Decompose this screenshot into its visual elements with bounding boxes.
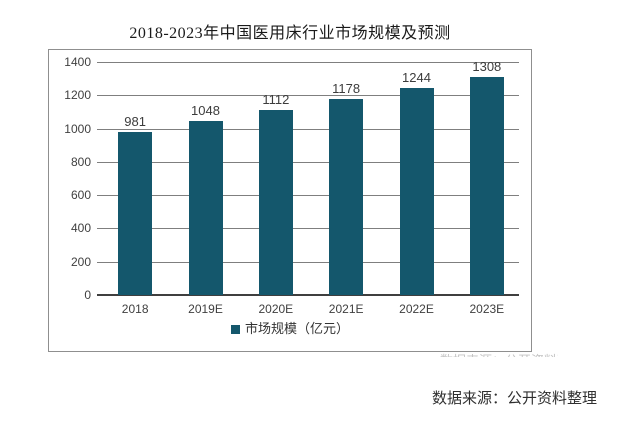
bar-2020E — [258, 109, 293, 295]
x-tick-label-2020E: 2020E — [258, 302, 294, 316]
clipped-text-artifact: 数据来源：公开资料整理 — [440, 351, 558, 357]
chart-frame: 0 200 400 600 800 1000 1200 1400 981 2018 1048 2019… — [48, 49, 532, 352]
y-tick-label-1200: 1200 — [64, 88, 91, 103]
y-tick-label-800: 800 — [70, 154, 91, 169]
gridline-800 — [97, 161, 519, 163]
x-axis-line — [97, 294, 519, 296]
x-tick-label-2018: 2018 — [121, 302, 149, 316]
legend-swatch-icon — [230, 324, 240, 334]
value-label-2023E: 1308 — [472, 59, 502, 75]
bar-2021E — [329, 98, 364, 295]
gridline-400 — [97, 228, 519, 230]
x-tick-label-2023E: 2023E — [469, 302, 505, 316]
x-tick-label-2021E: 2021E — [328, 302, 364, 316]
value-label-2021E: 1178 — [332, 80, 361, 96]
bar-2018 — [118, 131, 153, 295]
chart-title: 2018-2023年中国医用床行业市场规模及预测 — [129, 25, 451, 42]
gridline-1000 — [97, 128, 519, 130]
y-tick-label-600: 600 — [70, 188, 91, 203]
y-tick-label-1000: 1000 — [64, 121, 91, 136]
value-label-2022E: 1244 — [402, 69, 431, 85]
value-label-2019E: 1048 — [191, 102, 220, 118]
value-label-2018: 981 — [124, 113, 146, 129]
clipped-text: 数据来源：公开资料整理 — [440, 351, 558, 357]
gridline-600 — [97, 195, 519, 197]
gridline-1400 — [97, 62, 519, 63]
bar-2023E — [469, 77, 504, 295]
source-note: 数据来源：公开资料整理 — [431, 391, 597, 407]
y-tick-label-0: 0 — [84, 288, 91, 302]
bar-2022E — [399, 87, 434, 295]
y-tick-label-400: 400 — [70, 221, 91, 236]
gridline-1200 — [97, 95, 519, 97]
x-tick-label-2022E: 2022E — [399, 302, 434, 316]
legend-label: 市场规模（亿元） — [244, 321, 349, 336]
x-tick-label-2019E: 2019E — [188, 302, 223, 316]
y-tick-label-200: 200 — [70, 254, 91, 269]
legend: 市场规模（亿元） — [49, 321, 531, 337]
y-tick-label-1400: 1400 — [64, 55, 91, 69]
gridline-200 — [97, 261, 519, 263]
bar-2019E — [188, 120, 223, 295]
value-label-2020E: 1112 — [262, 91, 290, 107]
